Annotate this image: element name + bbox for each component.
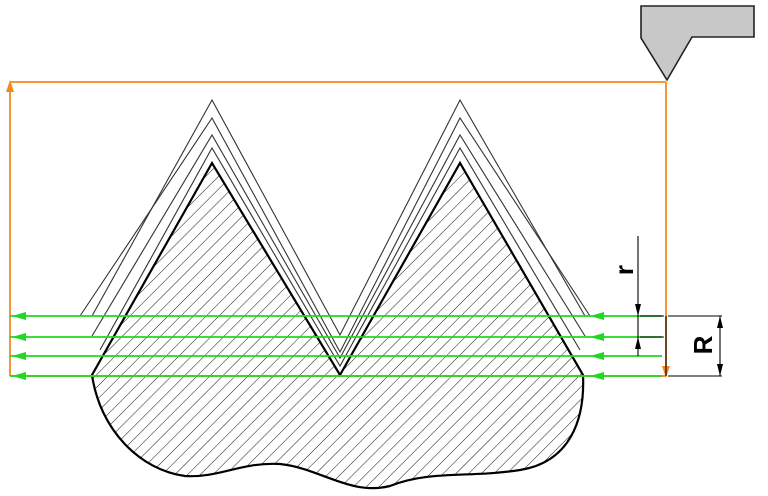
cut-passes xyxy=(10,312,662,380)
workpiece-outline xyxy=(90,160,585,490)
cut-pass-4-left-arrow xyxy=(12,372,26,380)
cut-pass-3-left-arrow xyxy=(12,352,26,360)
offset-contour-3 xyxy=(91,133,586,360)
dimension-big-r-arrow-bottom xyxy=(717,364,723,376)
cutting-tool-insert xyxy=(640,5,755,82)
tool-path-up-arrow xyxy=(6,80,14,92)
offset-contour-4 xyxy=(99,146,581,368)
cut-pass-1-left-arrow xyxy=(12,312,26,320)
cut-pass-2-left-arrow xyxy=(12,333,26,341)
cut-pass-2-right-arrow xyxy=(590,333,604,341)
cutting-tool xyxy=(640,5,755,82)
dimension-r-label: r xyxy=(609,265,639,275)
workpiece xyxy=(90,160,585,490)
offset-contour-2 xyxy=(79,116,591,354)
cut-pass-1-right-arrow xyxy=(590,312,604,320)
offset-contours xyxy=(79,98,591,368)
dimension-big-r xyxy=(665,315,723,377)
cut-pass-3-right-arrow xyxy=(590,352,604,360)
dimension-r-arrow-top xyxy=(635,304,641,316)
offset-contour-1 xyxy=(91,98,586,337)
dimension-r xyxy=(635,236,664,356)
cut-pass-4-right-arrow xyxy=(590,372,604,380)
workpiece-hatch xyxy=(92,163,584,489)
dimension-big-r-label: R xyxy=(688,335,718,354)
dimension-big-r-arrow-top xyxy=(717,316,723,328)
